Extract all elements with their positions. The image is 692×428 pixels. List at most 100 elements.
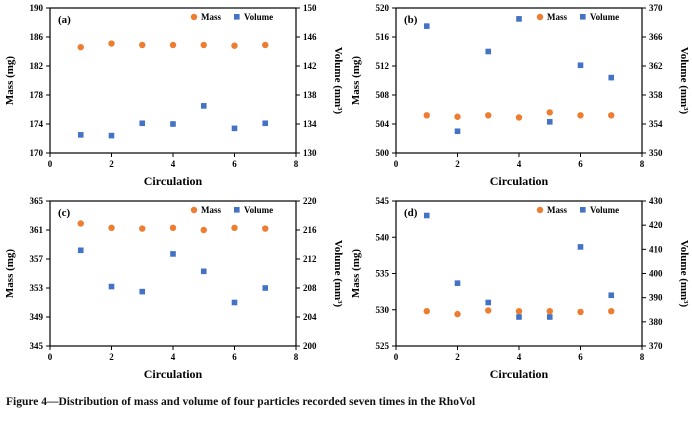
y-left-tick-label: 500 [376, 148, 390, 158]
y-left-axis-title: Mass (mg) [350, 56, 362, 106]
y-right-tick-label: 370 [649, 341, 663, 351]
plot-frame [49, 200, 297, 347]
mass-point [139, 225, 146, 232]
panel-label: (c) [58, 207, 71, 219]
legend-mass-marker [190, 13, 198, 21]
volume-point [485, 48, 492, 55]
panel-b: 0 2 4 6 8 Circulation 500 504 508 512 516 520 Mass (… [346, 0, 692, 193]
x-tick-label: 0 [48, 352, 53, 362]
legend: Mass Volume [190, 12, 273, 22]
x-axis: 0 2 4 6 8 Circulation [394, 153, 645, 188]
mass-point [200, 41, 207, 49]
y-right-tick-label: 212 [303, 254, 317, 264]
chart-c-svg: 0 2 4 6 8 Circulation 345 349 353 357 361 365 Mass (… [4, 196, 344, 381]
mass-point [515, 114, 523, 121]
figure-caption: Figure 4—Distribution of mass and volume… [6, 396, 476, 408]
x-tick-label: 2 [109, 159, 114, 169]
x-axis-title: Circulation [144, 367, 203, 381]
volume-point [577, 244, 584, 250]
mass-point [77, 220, 84, 227]
chart-d-svg: 0 2 4 6 8 Circulation 525 530 535 540 545 Mass (mg)… [350, 196, 690, 381]
y-right-axis-title: Volume (mm³) [332, 47, 344, 115]
y-right-tick-label: 204 [303, 312, 317, 322]
panel-label: (a) [58, 14, 71, 26]
x-tick-label: 2 [455, 352, 460, 362]
y-left-tick-label: 525 [376, 341, 390, 351]
plot-frame [395, 7, 643, 154]
x-axis-title: Circulation [144, 174, 203, 188]
y-right-tick-label: 430 [649, 196, 663, 206]
legend-mass-label: Mass [547, 205, 567, 215]
mass-point [200, 226, 207, 234]
y-right-tick-label: 410 [649, 244, 663, 254]
volume-point [262, 285, 269, 291]
volume-point [516, 314, 522, 320]
panel-c: 0 2 4 6 8 Circulation 345 349 353 357 361 365 Mass (… [0, 193, 346, 386]
panel-label: (b) [404, 14, 418, 26]
x-axis-title: Circulation [490, 367, 549, 381]
legend-volume-marker [234, 207, 240, 213]
y-right-tick-label: 390 [649, 293, 663, 303]
y-left-tick-label: 545 [376, 196, 390, 206]
x-tick-label: 4 [517, 159, 522, 169]
mass-point [515, 308, 523, 315]
volume-point [454, 128, 461, 135]
y-right-tick-label: 216 [303, 225, 317, 235]
volume-point [200, 103, 207, 109]
legend-volume-label: Volume [590, 12, 619, 22]
y-left-tick-label: 170 [30, 148, 44, 158]
x-tick-label: 8 [294, 352, 299, 362]
y-right-axis-title: Volume (mm³) [332, 240, 344, 308]
legend-mass-label: Mass [201, 205, 221, 215]
x-tick-label: 6 [578, 159, 583, 169]
volume-point [608, 292, 615, 299]
mass-point [577, 112, 584, 119]
mass-point [108, 40, 115, 47]
y-right-tick-label: 420 [649, 220, 663, 230]
mass-point [231, 42, 238, 49]
data-points [423, 16, 615, 135]
y-left-tick-label: 345 [30, 341, 44, 351]
panel-d: 0 2 4 6 8 Circulation 525 530 535 540 545 Mass (mg)… [346, 193, 692, 386]
x-tick-label: 8 [294, 159, 299, 169]
y-right-tick-label: 142 [303, 61, 317, 71]
volume-point [231, 125, 238, 132]
volume-point [200, 268, 207, 275]
legend-mass-marker [536, 13, 544, 21]
x-tick-label: 0 [48, 159, 53, 169]
x-axis: 0 2 4 6 8 Circulation [394, 346, 645, 381]
volume-point [170, 251, 176, 257]
y-right-axis-title: Volume (mm³) [678, 240, 690, 308]
y-axis-right: 200 204 208 212 216 220 Volume (mm³) [296, 196, 344, 351]
volume-point [77, 132, 84, 138]
mass-point [608, 112, 615, 119]
y-axis-right: 350 354 358 362 366 370 Volume (mm³) [642, 3, 690, 158]
mass-point [262, 41, 269, 49]
y-right-tick-label: 370 [649, 3, 663, 13]
y-left-tick-label: 508 [376, 90, 390, 100]
volume-point [423, 23, 430, 29]
volume-point [231, 299, 238, 306]
x-tick-label: 4 [171, 352, 176, 362]
mass-point [169, 224, 177, 232]
legend: Mass Volume [536, 205, 619, 215]
legend-mass-marker [536, 206, 544, 214]
x-axis: 0 2 4 6 8 Circulation [48, 346, 299, 381]
y-left-tick-label: 357 [30, 254, 44, 264]
y-left-tick-label: 535 [376, 269, 390, 279]
plot-frame [49, 7, 297, 154]
y-left-tick-label: 182 [30, 61, 44, 71]
y-left-tick-label: 540 [376, 232, 390, 242]
y-right-tick-label: 380 [649, 317, 663, 327]
y-left-tick-label: 520 [376, 3, 390, 13]
mass-point [454, 113, 461, 120]
y-right-tick-label: 362 [649, 61, 663, 71]
mass-point [577, 308, 584, 316]
legend-volume-marker [580, 14, 586, 20]
legend: Mass Volume [190, 205, 273, 215]
x-tick-label: 0 [394, 159, 399, 169]
mass-point [169, 41, 177, 49]
y-right-tick-label: 138 [303, 90, 317, 100]
panel-label: (d) [404, 207, 418, 219]
